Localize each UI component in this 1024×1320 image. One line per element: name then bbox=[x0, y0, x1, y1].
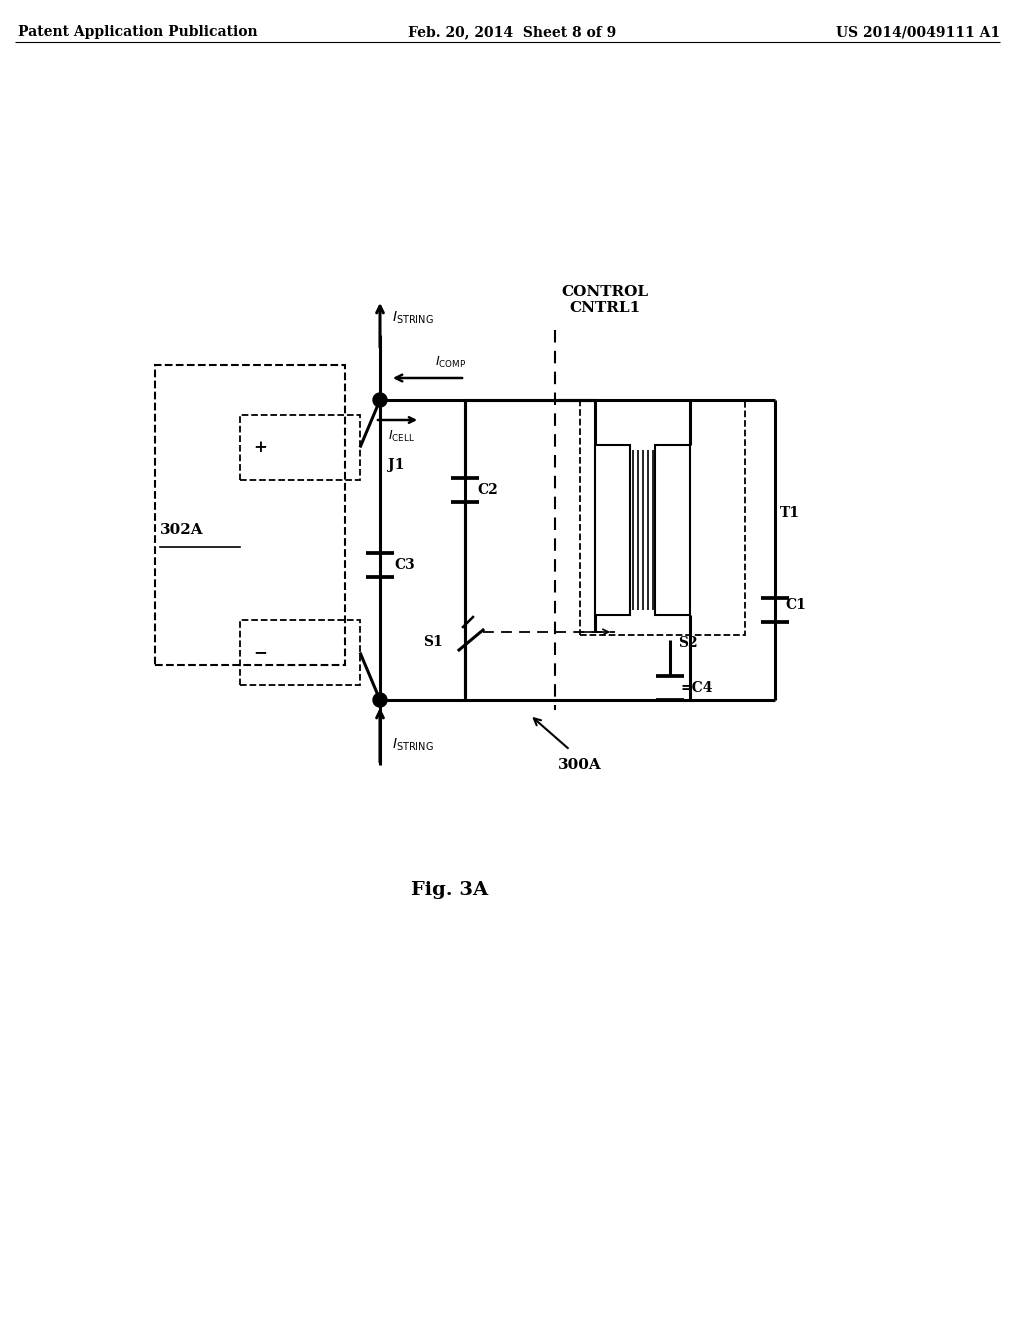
Text: C1: C1 bbox=[785, 598, 806, 612]
Text: S1: S1 bbox=[423, 635, 442, 649]
Text: CONTROL
CNTRL1: CONTROL CNTRL1 bbox=[561, 285, 648, 315]
Text: $I_{\rm STRING}$: $I_{\rm STRING}$ bbox=[392, 737, 434, 754]
Circle shape bbox=[373, 693, 387, 708]
Text: Patent Application Publication: Patent Application Publication bbox=[18, 25, 258, 40]
Text: 300A: 300A bbox=[558, 758, 602, 772]
Text: $I_{\rm COMP}$: $I_{\rm COMP}$ bbox=[435, 355, 466, 370]
Text: 302A: 302A bbox=[160, 523, 204, 537]
Text: $I_{\rm STRING}$: $I_{\rm STRING}$ bbox=[392, 310, 434, 326]
Text: Fig. 3A: Fig. 3A bbox=[412, 880, 488, 899]
Text: −: − bbox=[253, 644, 267, 661]
Circle shape bbox=[373, 393, 387, 407]
Text: =C4: =C4 bbox=[680, 681, 713, 696]
Text: C3: C3 bbox=[394, 558, 415, 572]
Text: J1: J1 bbox=[388, 458, 404, 473]
Text: US 2014/0049111 A1: US 2014/0049111 A1 bbox=[836, 25, 1000, 40]
Text: T1: T1 bbox=[780, 506, 800, 520]
Text: C2: C2 bbox=[477, 483, 498, 498]
Text: Feb. 20, 2014  Sheet 8 of 9: Feb. 20, 2014 Sheet 8 of 9 bbox=[408, 25, 616, 40]
Text: S2: S2 bbox=[678, 636, 697, 649]
Text: +: + bbox=[253, 440, 267, 455]
Text: $I_{\rm CELL}$: $I_{\rm CELL}$ bbox=[388, 429, 415, 444]
